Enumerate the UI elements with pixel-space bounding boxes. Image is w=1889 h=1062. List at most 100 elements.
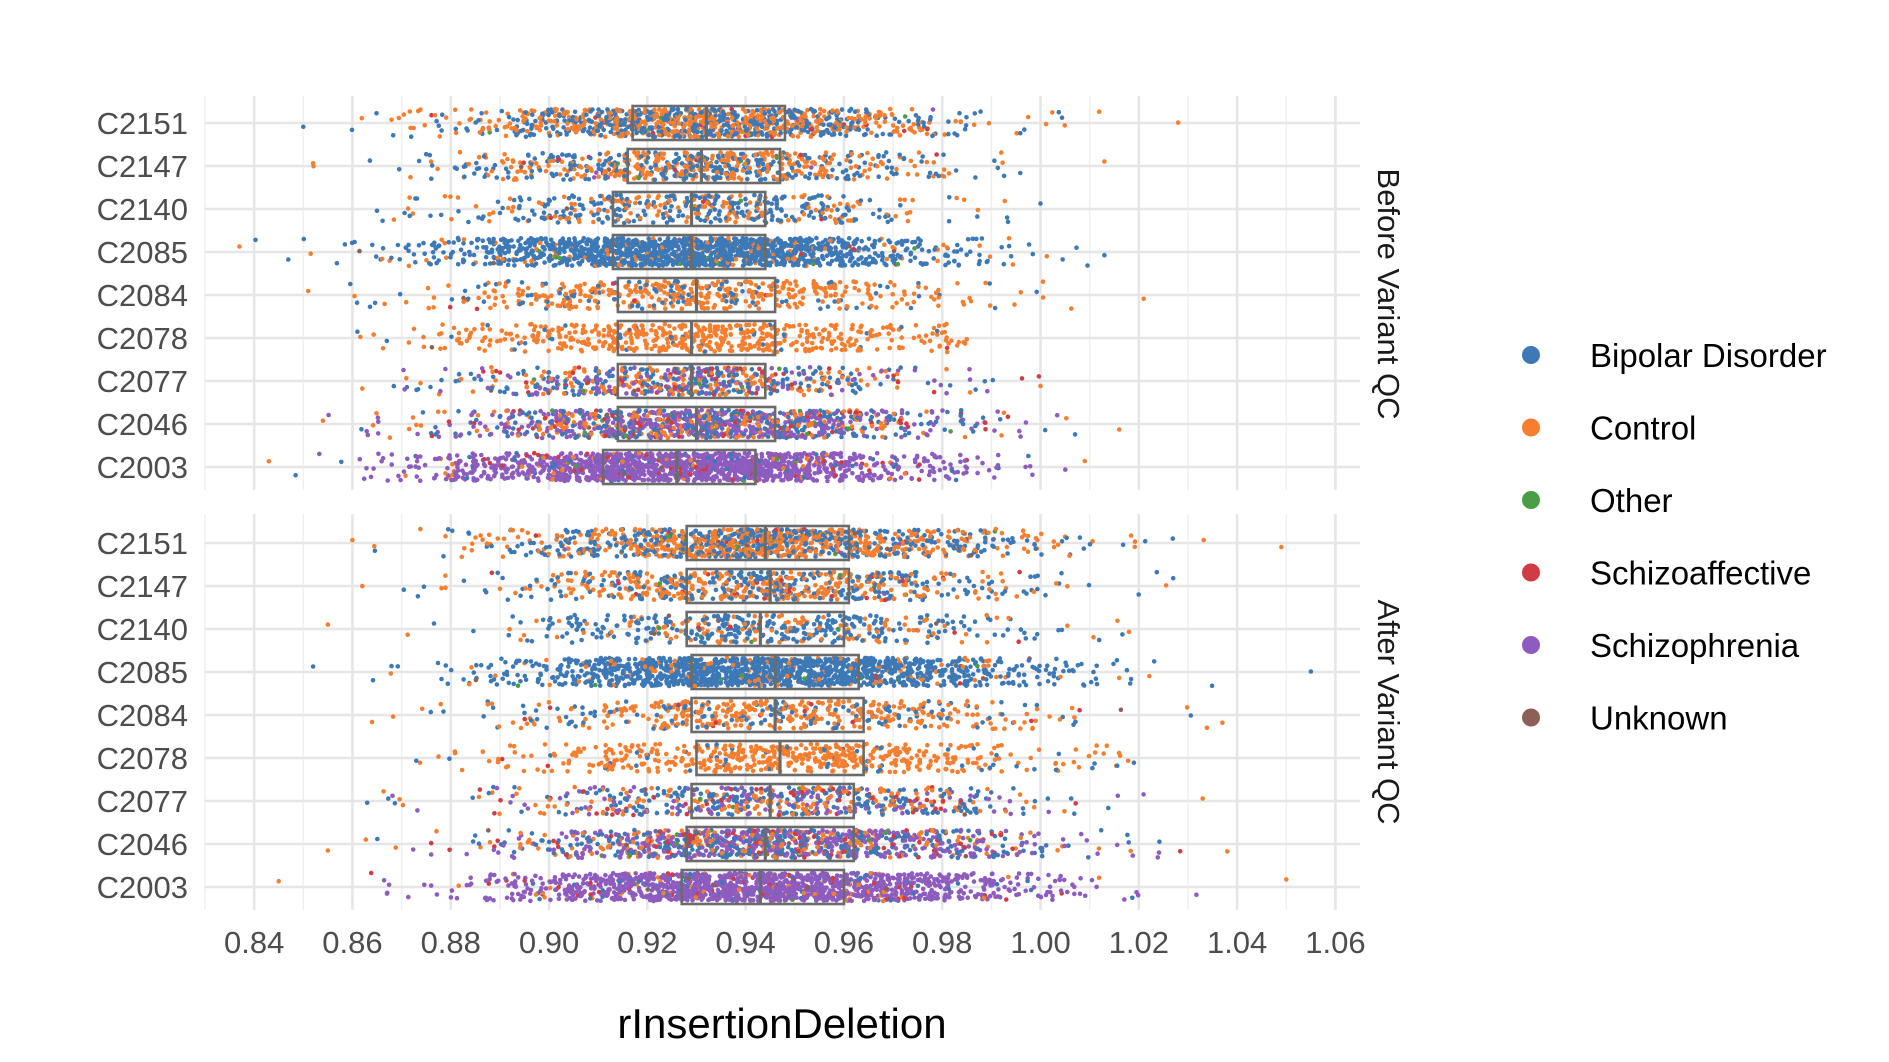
data-point <box>865 336 870 342</box>
data-point <box>911 335 917 341</box>
data-point <box>546 118 552 124</box>
data-point <box>1026 242 1032 247</box>
data-point <box>614 119 620 124</box>
data-point <box>588 288 594 294</box>
data-point <box>586 176 592 182</box>
data-point <box>712 107 717 113</box>
data-point <box>429 176 434 181</box>
data-point <box>537 116 542 121</box>
data-point <box>755 116 760 121</box>
data-point <box>870 156 876 161</box>
data-point <box>596 174 601 180</box>
data-point <box>746 334 752 340</box>
data-point <box>750 253 755 259</box>
data-point <box>742 279 748 285</box>
data-point <box>646 117 651 123</box>
data-point <box>578 288 583 294</box>
data-point <box>744 322 749 328</box>
data-point <box>650 323 655 328</box>
data-point <box>580 203 585 208</box>
data-point <box>926 174 932 180</box>
data-point <box>670 239 676 244</box>
data-point <box>755 341 760 346</box>
data-point <box>519 280 525 285</box>
data-point <box>880 131 886 137</box>
data-point <box>689 290 695 295</box>
data-point <box>515 117 520 123</box>
data-point <box>899 335 904 340</box>
data-point <box>799 237 804 243</box>
data-point <box>827 114 832 120</box>
data-point <box>852 285 857 291</box>
data-point <box>839 107 845 112</box>
data-point <box>845 304 850 310</box>
data-point <box>693 322 699 328</box>
data-point <box>675 106 681 112</box>
data-point <box>916 122 921 127</box>
data-point <box>623 117 628 122</box>
data-point <box>925 126 930 132</box>
data-point <box>612 297 617 302</box>
data-point <box>517 108 523 113</box>
data-point <box>561 341 567 346</box>
data-point <box>654 289 659 294</box>
data-point <box>873 113 879 118</box>
data-point <box>928 115 933 120</box>
data-point <box>613 112 618 117</box>
data-point <box>733 219 738 225</box>
data-point <box>769 287 774 293</box>
data-point <box>598 193 603 199</box>
data-point <box>814 235 819 241</box>
data-point <box>747 170 753 175</box>
data-point <box>711 175 716 180</box>
data-point <box>649 327 654 333</box>
data-point <box>713 196 719 201</box>
data-point <box>987 281 992 286</box>
data-point <box>962 126 968 132</box>
data-point <box>841 194 846 199</box>
data-point <box>783 213 789 219</box>
data-point <box>753 130 758 136</box>
data-point <box>1030 251 1036 257</box>
data-point <box>904 246 910 251</box>
data-point <box>462 251 467 257</box>
data-point <box>555 345 561 351</box>
data-point <box>529 126 534 131</box>
data-point <box>811 215 816 221</box>
data-point <box>709 236 714 242</box>
data-point <box>729 115 735 121</box>
data-point <box>669 204 674 209</box>
data-point <box>848 106 854 112</box>
data-point <box>514 257 520 263</box>
data-point <box>817 117 822 122</box>
data-point <box>605 107 610 112</box>
data-point <box>945 253 951 259</box>
data-point <box>832 299 837 304</box>
data-point <box>1096 109 1102 114</box>
data-point <box>607 288 612 293</box>
data-point <box>828 238 833 244</box>
data-point <box>1018 170 1023 176</box>
data-point <box>933 171 939 177</box>
data-point <box>793 172 799 178</box>
data-point <box>499 108 505 114</box>
data-point <box>792 301 798 307</box>
data-point <box>759 122 764 128</box>
data-point <box>774 202 779 207</box>
data-point <box>897 197 903 202</box>
data-point <box>1018 130 1023 136</box>
data-point <box>413 196 418 201</box>
data-point <box>571 288 577 294</box>
data-point <box>449 334 454 340</box>
data-point <box>796 168 802 174</box>
data-point <box>521 160 526 165</box>
data-point <box>647 111 653 116</box>
data-point <box>576 217 582 223</box>
data-point <box>575 339 581 344</box>
data-point <box>455 262 461 267</box>
data-point <box>604 248 610 253</box>
data-point <box>744 346 750 352</box>
data-point <box>604 115 609 120</box>
data-point <box>631 218 637 224</box>
data-point <box>844 129 849 135</box>
